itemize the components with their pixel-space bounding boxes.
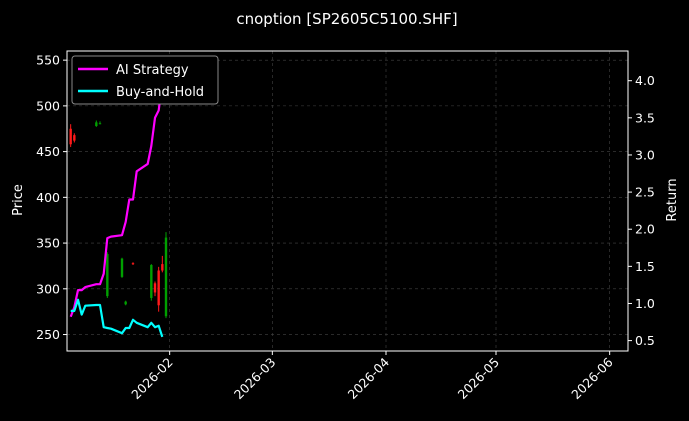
candle-body xyxy=(69,128,72,145)
y-tick-label: 350 xyxy=(36,236,60,251)
y-tick-label: 450 xyxy=(36,144,60,159)
series-line-ai-strategy xyxy=(69,80,164,318)
y2-tick-label: 0.5 xyxy=(635,333,655,348)
x-tick-label: 2026-05 xyxy=(455,355,503,403)
series-line-buy-and-hold xyxy=(70,298,164,338)
series-lines xyxy=(69,80,164,338)
y-axis-label: Price xyxy=(11,184,26,216)
y2-tick-label: 2.0 xyxy=(635,222,655,237)
y-axis-right: 0.5 1.0 1.5 2.0 2.5 3.0 3.5 4.0 xyxy=(628,73,655,348)
y-tick-label: 250 xyxy=(36,327,60,342)
candle-body xyxy=(106,254,109,297)
candle-body xyxy=(73,135,76,141)
candle-body xyxy=(131,263,135,265)
y-axis-left: 250 300 350 400 450 500 550 xyxy=(36,53,67,342)
candle-body xyxy=(161,264,164,271)
x-tick-label: 2026-06 xyxy=(568,354,616,402)
candle-body xyxy=(98,123,102,125)
y-tick-label: 550 xyxy=(36,53,60,68)
y2-tick-label: 1.0 xyxy=(635,296,655,311)
y2-tick-label: 2.5 xyxy=(635,185,655,200)
legend-box xyxy=(71,55,219,105)
y2-tick-label: 4.0 xyxy=(635,73,655,88)
x-axis: 2026-02 2026-03 2026-04 2026-05 2026-06 xyxy=(128,351,616,402)
y2-tick-label: 1.5 xyxy=(635,259,655,274)
x-tick-label: 2026-02 xyxy=(128,355,176,403)
candle-body xyxy=(124,301,127,305)
plot-frame xyxy=(66,50,629,352)
candle-body xyxy=(95,122,98,126)
candle-body xyxy=(153,283,157,293)
legend: AI Strategy Buy-and-Hold xyxy=(71,55,219,105)
legend-label-ai-strategy: AI Strategy xyxy=(116,63,189,78)
x-tick-label: 2026-03 xyxy=(231,355,279,403)
candle-body xyxy=(150,265,153,298)
candle-body xyxy=(164,237,168,317)
y-tick-label: 300 xyxy=(36,281,60,296)
y2-tick-label: 3.0 xyxy=(635,147,655,162)
candle-body xyxy=(157,270,160,306)
y-tick-label: 500 xyxy=(36,98,60,113)
chart-title: cnoption [SP2605C5100.SHF] xyxy=(236,10,457,28)
legend-label-buy-and-hold: Buy-and-Hold xyxy=(116,85,204,100)
x-tick-label: 2026-04 xyxy=(345,354,393,402)
y2-axis-label: Return xyxy=(665,178,680,221)
y2-tick-label: 3.5 xyxy=(635,110,655,125)
candles xyxy=(69,120,168,319)
y-tick-label: 400 xyxy=(36,190,60,205)
candle-body xyxy=(120,258,124,277)
